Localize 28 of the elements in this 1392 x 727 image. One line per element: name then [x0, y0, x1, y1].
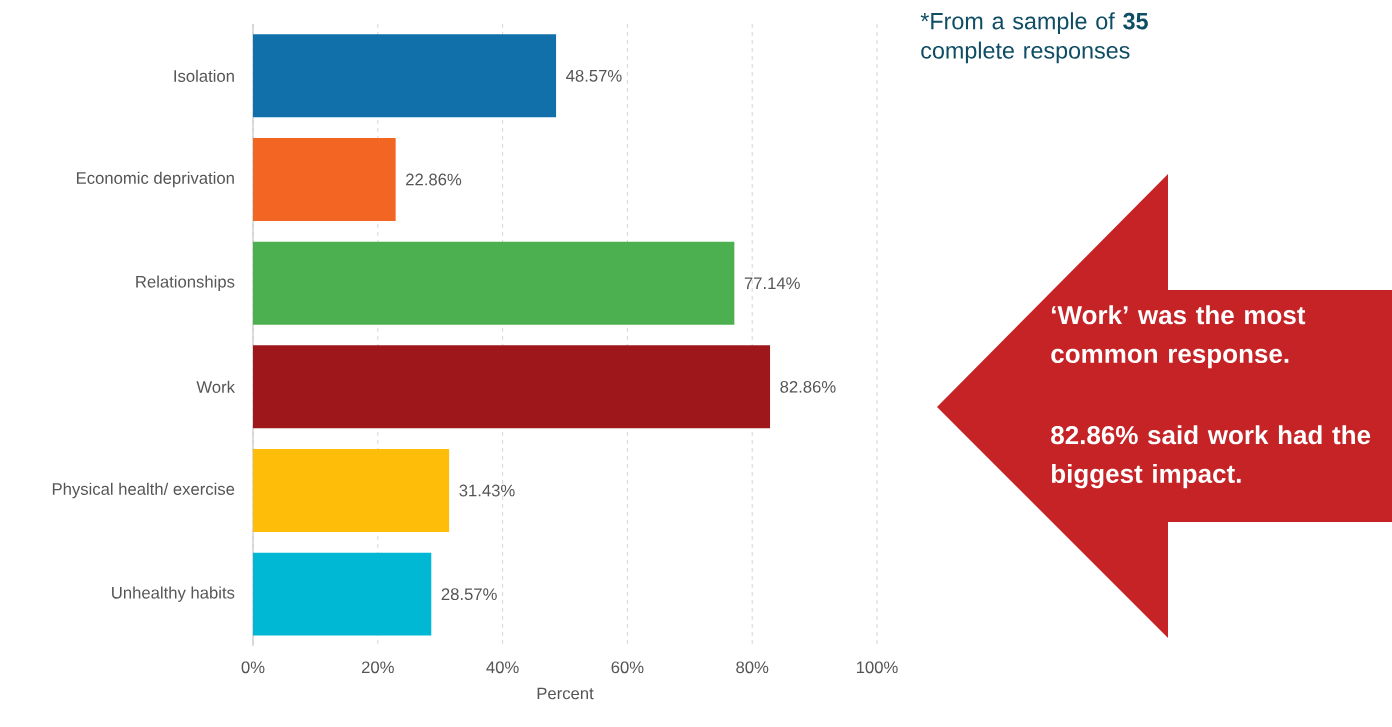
- x-tick-label: 60%: [611, 661, 644, 674]
- data-label: 48.57%: [566, 69, 622, 82]
- data-label: 22.86%: [406, 173, 462, 186]
- text: 82.86% said work had the biggest impact.: [1051, 425, 1371, 489]
- y-tick-label: Physical health/ exercise: [52, 482, 235, 499]
- text: *From a sample of 35 complete responses: [920, 12, 1148, 64]
- y-tick-label: Work: [196, 380, 235, 393]
- bar: [253, 138, 396, 221]
- x-tick-label: 20%: [361, 661, 394, 674]
- y-tick-label: Isolation: [174, 69, 234, 82]
- bar: [253, 552, 432, 636]
- data-label: 31.43%: [459, 484, 515, 497]
- y-tick-label: Unhealthy habits: [112, 586, 235, 602]
- bar: [253, 241, 735, 325]
- data-label: 28.57%: [441, 588, 497, 601]
- y-tick-label: Economic deprivation: [76, 171, 234, 188]
- text: ‘Work’ was the most common response.: [1051, 305, 1306, 369]
- bar: [253, 34, 557, 118]
- bar: [253, 449, 450, 532]
- x-tick-label: 0%: [241, 661, 265, 674]
- y-tick-label: Relationships: [136, 275, 235, 291]
- x-tick-label: 100%: [856, 661, 898, 674]
- x-tick-label: 40%: [486, 661, 519, 674]
- data-label: 82.86%: [780, 380, 836, 393]
- bar: [253, 345, 771, 429]
- x-axis-title: Percent: [537, 687, 594, 700]
- data-label: 77.14%: [744, 277, 800, 289]
- x-tick-label: 80%: [736, 661, 769, 674]
